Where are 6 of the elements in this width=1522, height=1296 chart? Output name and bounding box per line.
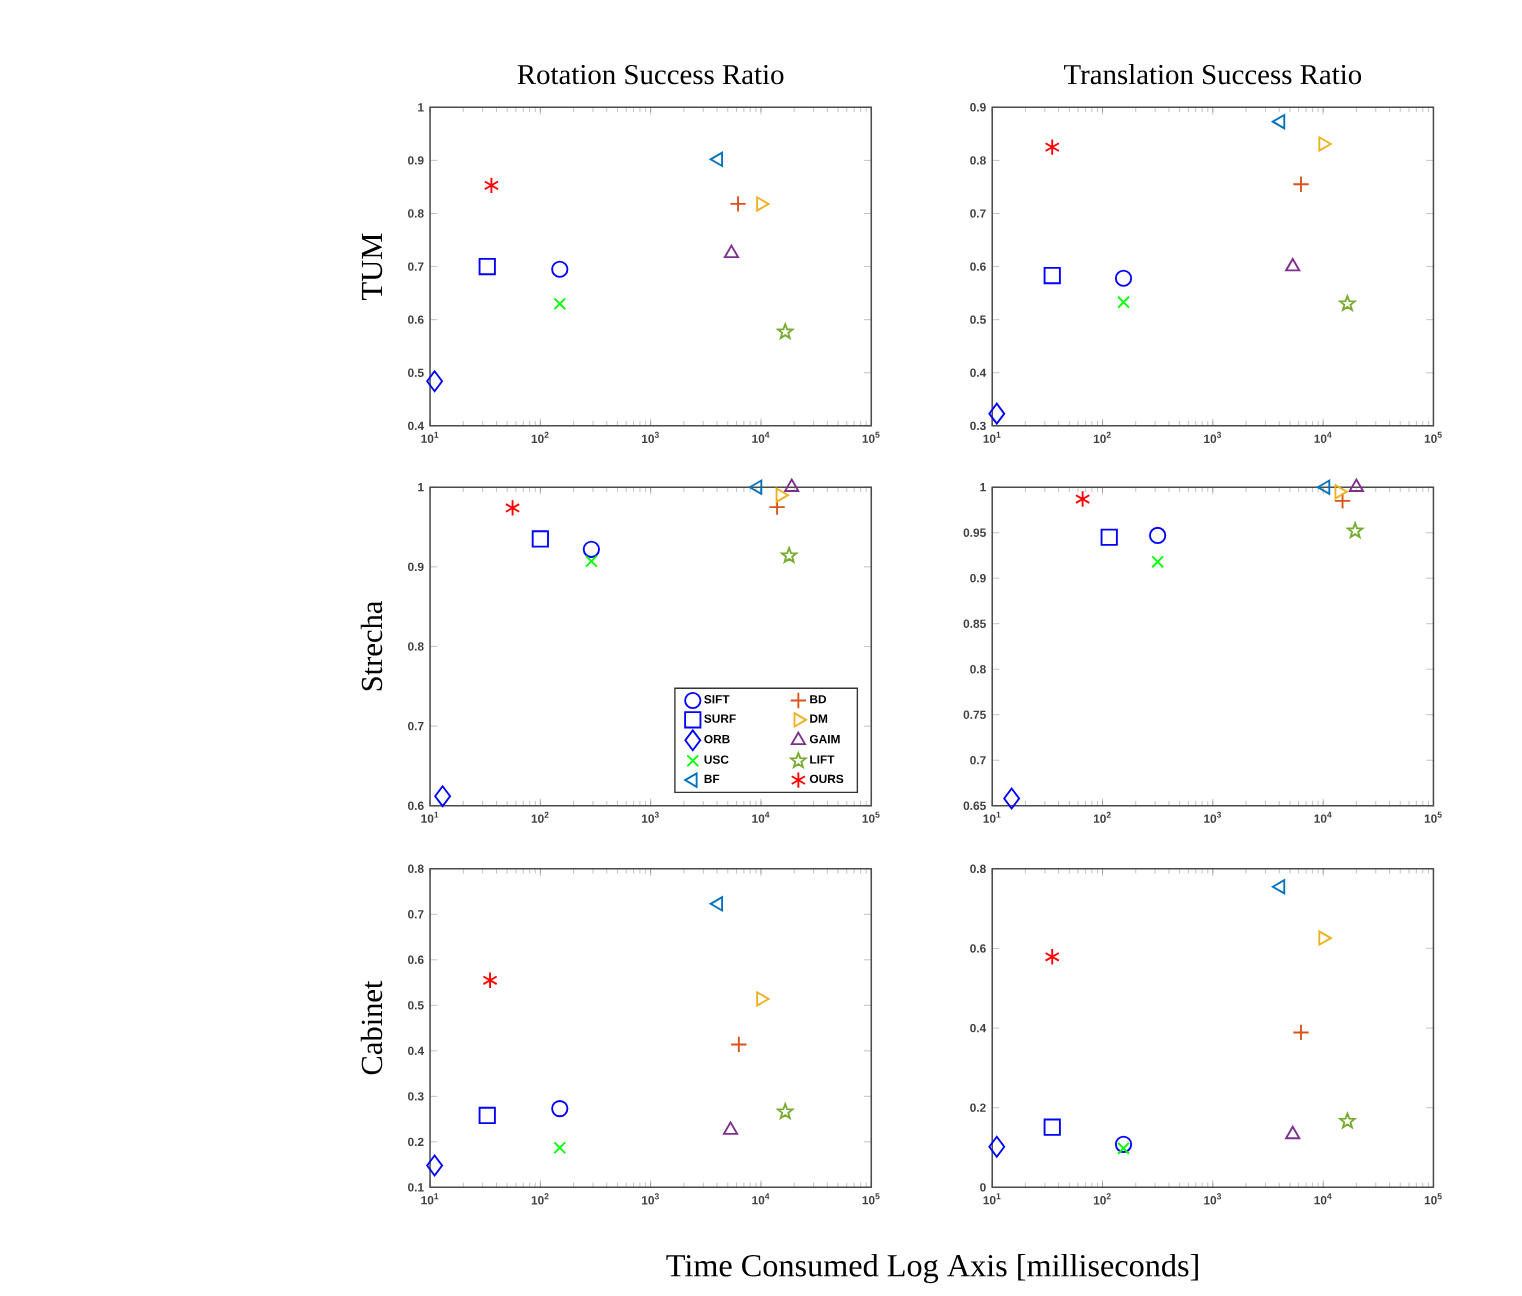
y-axis-title: TUM: [361, 233, 383, 300]
y-axis-title: Cabinet: [360, 980, 383, 1075]
x-axis-title: Time Consumed Log Axis [milliseconds]: [666, 1253, 1198, 1284]
chart-title: Translation Success Ratio: [1064, 63, 1362, 85]
chart-title: Rotation Success Ratio: [517, 64, 784, 85]
y-axis-title: Strecha: [360, 600, 383, 691]
